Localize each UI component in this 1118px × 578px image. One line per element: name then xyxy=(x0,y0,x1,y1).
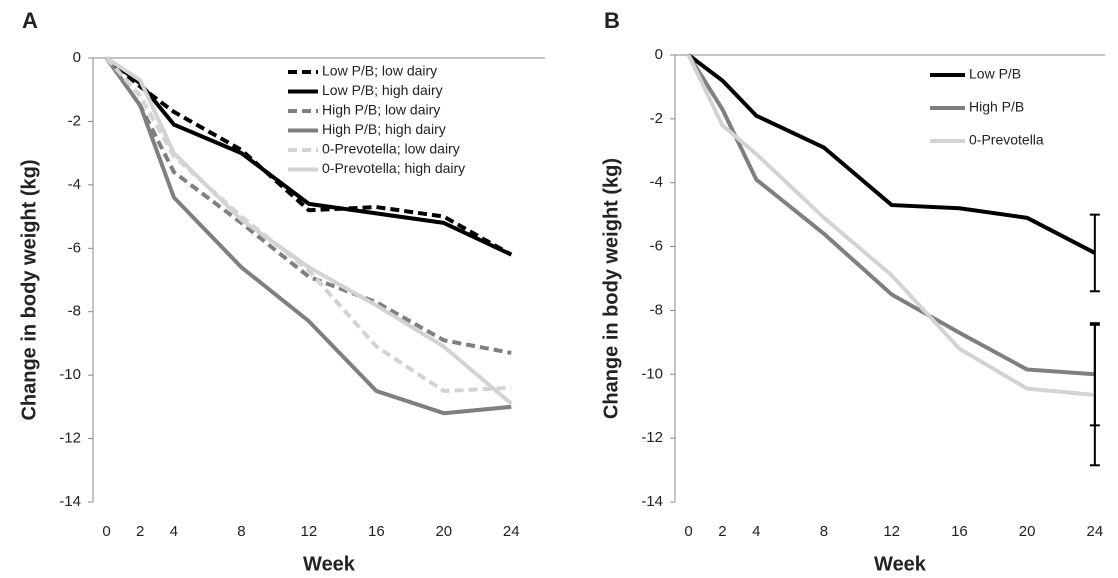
x-axis-title: Week xyxy=(303,553,356,575)
legend-label: 0-Prevotella; high dairy xyxy=(322,160,465,176)
x-tick-label: 16 xyxy=(951,523,968,540)
x-tick-label: 8 xyxy=(820,523,828,540)
x-tick-label: 20 xyxy=(435,523,452,540)
error-bar xyxy=(1089,213,1100,293)
series-line xyxy=(105,56,513,257)
x-tick-label: 16 xyxy=(368,523,385,540)
y-tick-label: -8 xyxy=(650,301,663,318)
series-line xyxy=(105,56,513,406)
y-tick-label: 0 xyxy=(655,46,663,63)
y-tick-label: -14 xyxy=(641,493,663,510)
x-tick-label: 8 xyxy=(237,523,245,540)
legend-label: Low P/B; low dairy xyxy=(322,63,437,79)
y-tick-label: -8 xyxy=(68,303,81,320)
legend-label: Low P/B xyxy=(969,66,1021,82)
x-tick-label: 12 xyxy=(301,523,318,540)
legend-label: High P/B; high dairy xyxy=(322,121,446,137)
x-tick-label: 20 xyxy=(1019,523,1036,540)
x-axis-title: Week xyxy=(874,553,927,575)
x-tick-label: 4 xyxy=(752,523,760,540)
legend-label: 0-Prevotella xyxy=(969,132,1044,148)
y-tick-label: -12 xyxy=(59,430,81,447)
series-line xyxy=(686,53,1095,377)
y-axis-title: Change in body weight (kg) xyxy=(600,158,622,419)
y-tick-label: -4 xyxy=(650,174,663,191)
x-tick-label: 2 xyxy=(718,523,726,540)
panel-label: B xyxy=(604,8,620,33)
y-tick-label: 0 xyxy=(73,49,81,66)
y-tick-label: -12 xyxy=(641,429,663,446)
y-axis-title: Change in body weight (kg) xyxy=(18,159,40,420)
series-line xyxy=(686,54,1096,398)
y-tick-label: -6 xyxy=(68,239,81,256)
error-bar xyxy=(1089,323,1100,467)
panel-label: A xyxy=(22,8,38,33)
y-tick-label: -4 xyxy=(68,176,81,193)
x-tick-label: 24 xyxy=(1086,523,1103,540)
y-tick-label: -6 xyxy=(650,238,663,255)
legend-label: High P/B; low dairy xyxy=(322,102,440,118)
x-tick-label: 0 xyxy=(102,523,110,540)
y-tick-label: -10 xyxy=(59,366,81,383)
legend-label: Low P/B; high dairy xyxy=(322,82,443,98)
series-line xyxy=(104,56,512,416)
y-tick-label: -14 xyxy=(59,493,81,510)
legend-label: 0-Prevotella; low dairy xyxy=(322,141,460,157)
y-tick-label: -2 xyxy=(68,112,81,129)
x-tick-label: 24 xyxy=(503,523,520,540)
x-tick-label: 2 xyxy=(136,523,144,540)
y-tick-label: -2 xyxy=(650,110,663,127)
x-tick-label: 0 xyxy=(684,523,692,540)
series-line xyxy=(687,53,1096,255)
legend-label: High P/B xyxy=(969,99,1024,115)
x-tick-label: 4 xyxy=(170,523,178,540)
x-tick-label: 12 xyxy=(883,523,900,540)
y-tick-label: -10 xyxy=(641,365,663,382)
